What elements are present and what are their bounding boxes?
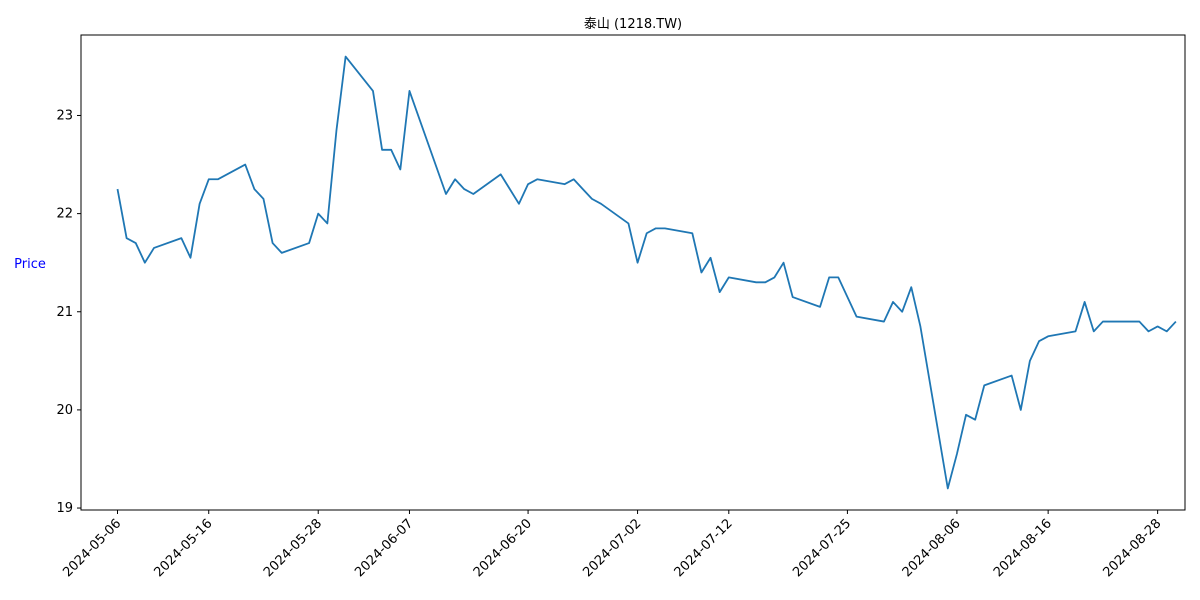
x-tick-label: 2024-07-12 xyxy=(672,516,736,580)
y-tick-label: 20 xyxy=(56,403,73,418)
y-tick-label: 21 xyxy=(56,305,73,320)
x-tick-label: 2024-06-20 xyxy=(471,516,535,580)
x-tick-label: 2024-05-16 xyxy=(152,516,216,580)
y-tick-label: 23 xyxy=(56,108,73,123)
price-series-line xyxy=(116,55,1177,490)
x-tick-label: 2024-05-06 xyxy=(60,516,124,580)
y-axis: 19 20 21 22 23 xyxy=(56,108,81,516)
x-tick-label: 2024-07-25 xyxy=(790,516,854,580)
chart-title: 泰山 (1218.TW) xyxy=(584,17,682,32)
x-tick-label: 2024-08-06 xyxy=(900,516,964,580)
x-tick-label: 2024-07-02 xyxy=(580,516,644,580)
y-tick-label: 22 xyxy=(56,207,73,222)
x-tick-label: 2024-08-28 xyxy=(1100,516,1164,580)
x-tick-label: 2024-06-07 xyxy=(352,516,416,580)
y-tick-label: 19 xyxy=(56,501,73,516)
x-axis: 2024-05-06 2024-05-16 2024-05-28 2024-06-07… xyxy=(60,510,1164,580)
x-tick-label: 2024-05-28 xyxy=(261,516,325,580)
plot-frame xyxy=(80,34,1186,511)
x-tick-label: 2024-08-16 xyxy=(991,516,1055,580)
y-axis-label: Price xyxy=(14,257,46,272)
